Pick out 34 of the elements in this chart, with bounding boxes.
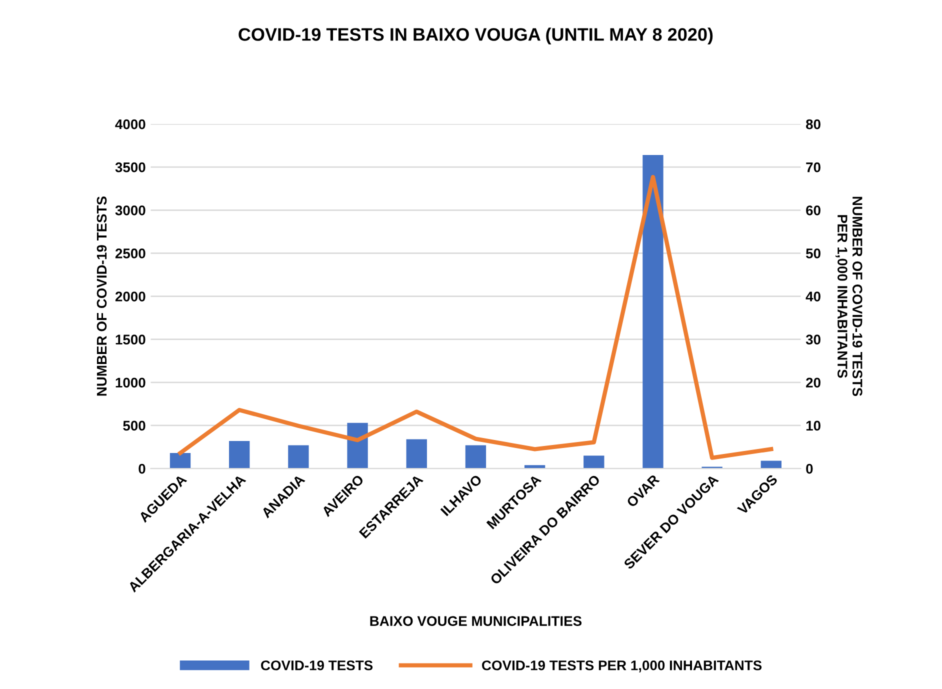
y-tick-label: 3000 — [115, 205, 146, 216]
y2-tick-label: 40 — [806, 292, 820, 302]
legend-label: COVID-19 TESTS — [261, 660, 373, 670]
y2-tick-label: 0 — [806, 464, 813, 474]
y2-axis-title: NUMBER OF COVID-19 TESTS PER 1,000 INHABITANTS — [836, 196, 862, 396]
bar — [347, 422, 368, 469]
y2-tick-label: 50 — [806, 248, 820, 258]
y2-tick-label: 60 — [806, 205, 820, 216]
y-tick-label: 500 — [123, 420, 146, 431]
bar — [406, 439, 427, 469]
y-axis-title: NUMBER OF COVID-19 TESTS — [96, 196, 107, 396]
legend-label: COVID-19 TESTS PER 1,000 INHABITANTS — [482, 660, 762, 672]
bar — [760, 460, 782, 469]
y2-tick-label: 30 — [806, 334, 820, 345]
y2-tick-label: 70 — [806, 162, 820, 172]
chart-title: COVID-19 TESTS IN BAIXO VOUGA (UNTIL MAY 8 2020) — [238, 28, 713, 44]
y-tick-label: 4000 — [115, 119, 146, 130]
y2-tick-label: 20 — [806, 378, 820, 388]
bar — [642, 155, 664, 469]
y-tick-label: 0 — [138, 464, 146, 474]
bar — [465, 445, 486, 469]
y-tick-label: 2500 — [115, 248, 146, 258]
y-tick-label: 2000 — [115, 292, 146, 302]
bar — [584, 456, 604, 469]
x-axis-title: BAIXO VOUGE MUNICIPALITIES — [370, 616, 582, 626]
y-tick-label: 1500 — [116, 334, 146, 344]
y-tick-label: 3500 — [115, 162, 146, 172]
bar — [170, 453, 191, 469]
line-series — [178, 174, 774, 460]
bar — [229, 440, 250, 469]
y2-tick-label: 80 — [806, 119, 820, 130]
bar — [288, 445, 309, 469]
y2-tick-label: 10 — [806, 420, 820, 431]
y-tick-label: 1000 — [116, 378, 146, 388]
